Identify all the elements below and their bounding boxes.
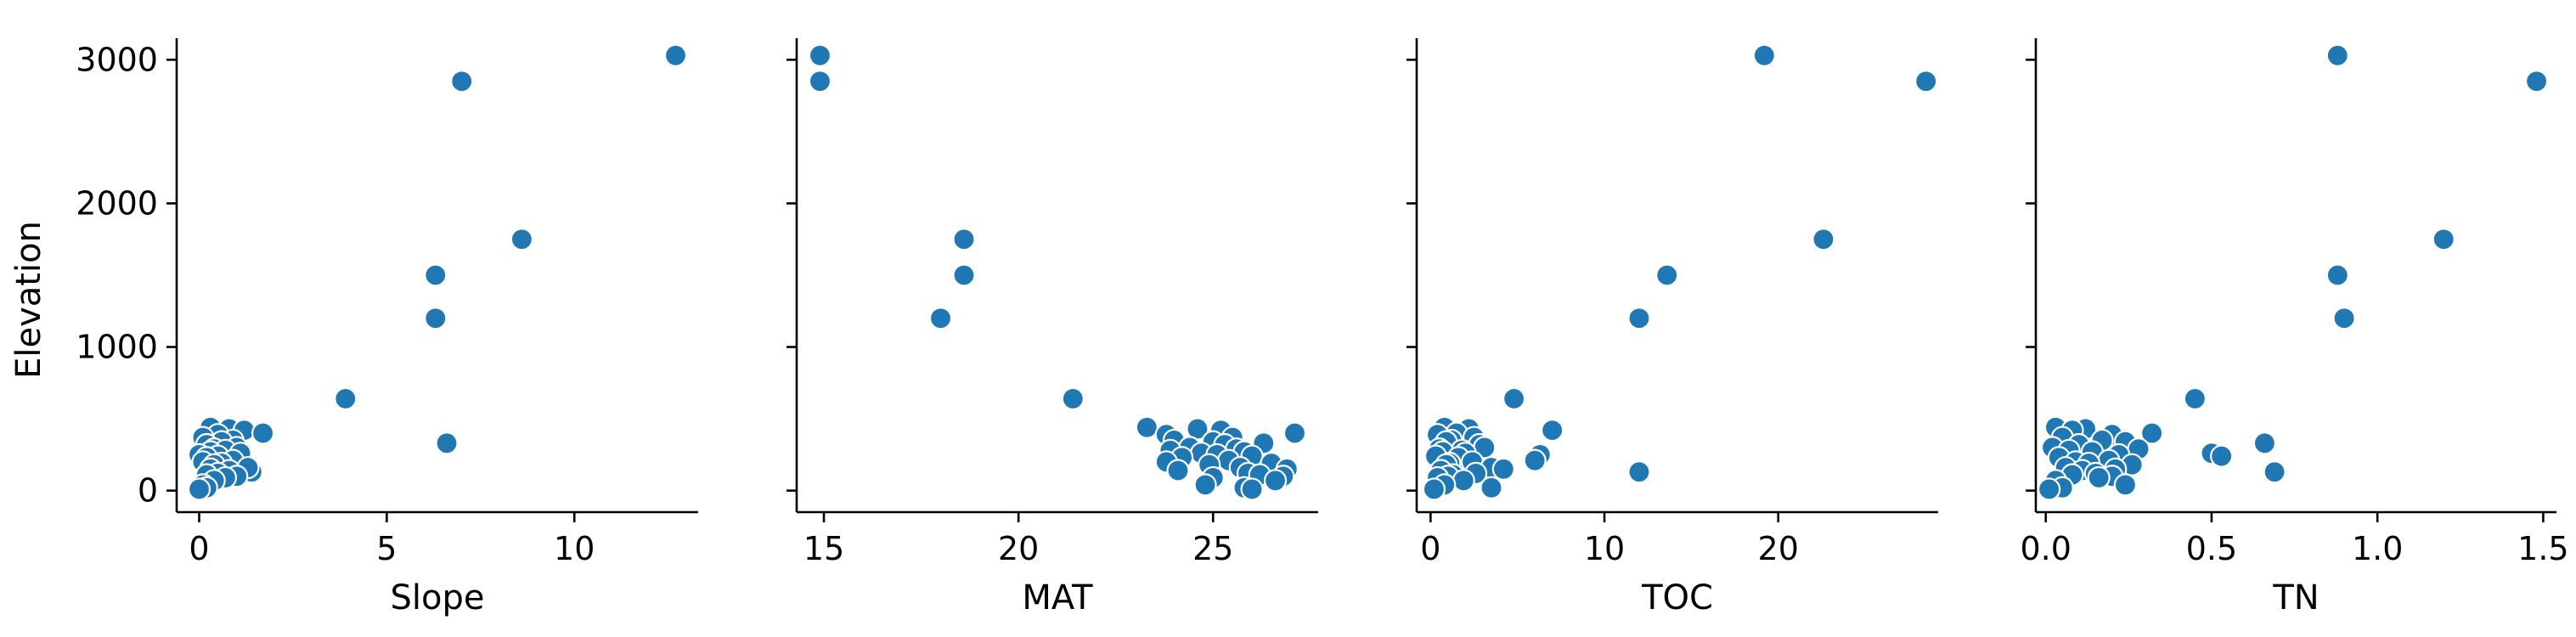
- data-point: [1502, 386, 1526, 411]
- data-point: [1627, 307, 1651, 330]
- data-point: [2432, 228, 2455, 251]
- data-point: [1061, 386, 1085, 411]
- y-axis-label: Elevation: [9, 221, 48, 379]
- y-tick-label: 3000: [76, 41, 158, 78]
- data-point: [510, 228, 533, 251]
- data-point: [663, 43, 688, 67]
- y-tick-label: 0: [138, 472, 158, 510]
- panel-tn: 0.0 0.5 1.0 1.5 TN: [2020, 38, 2569, 617]
- data-point: [1422, 477, 1446, 501]
- x-tick-label: 10: [554, 530, 595, 567]
- data-point: [1240, 477, 1264, 501]
- data-point: [2263, 460, 2286, 484]
- data-point: [1491, 457, 1515, 481]
- panel-toc: 0 10 20 TOC: [1406, 38, 1938, 617]
- data-point: [1914, 70, 1938, 93]
- panel-mat: 15 20 25 MAT: [786, 38, 1318, 617]
- scatter-points: [1422, 43, 1938, 501]
- x-tick-label: 0: [189, 530, 209, 567]
- x-tick-label: 0.5: [2186, 530, 2237, 567]
- data-point: [1193, 473, 1217, 497]
- data-point: [2332, 307, 2356, 330]
- data-point: [2325, 43, 2349, 67]
- data-point: [435, 431, 459, 455]
- data-point: [2210, 444, 2234, 468]
- x-tick-label: 5: [376, 530, 397, 567]
- scatter-points: [808, 43, 1307, 501]
- data-point: [251, 421, 275, 445]
- data-point: [928, 307, 953, 330]
- data-point: [1627, 460, 1651, 484]
- data-point: [2252, 431, 2277, 455]
- data-point: [2140, 421, 2164, 445]
- x-tick-label: 15: [803, 530, 844, 567]
- data-point: [1282, 421, 1307, 445]
- data-point: [808, 70, 832, 93]
- x-axis-label: Slope: [391, 578, 485, 617]
- x-tick-label: 25: [1192, 530, 1233, 567]
- data-point: [2325, 263, 2349, 287]
- x-tick-label: 20: [1758, 530, 1799, 567]
- data-point: [2113, 473, 2138, 497]
- scatter-points: [187, 43, 688, 501]
- data-point: [334, 386, 358, 411]
- data-point: [450, 70, 474, 93]
- data-point: [1166, 459, 1190, 482]
- data-point: [2038, 477, 2061, 501]
- data-point: [424, 263, 448, 287]
- x-tick-label: 1.5: [2517, 530, 2568, 567]
- panel-slope: 0 1000 2000 3000 0 5 10 Slope: [76, 38, 698, 617]
- data-point: [1451, 469, 1475, 493]
- data-point: [1480, 476, 1503, 499]
- data-point: [424, 307, 448, 330]
- data-point: [1263, 469, 1288, 493]
- x-tick-label: 10: [1584, 530, 1625, 567]
- data-point: [808, 43, 832, 67]
- data-point: [2524, 70, 2549, 93]
- data-point: [2183, 386, 2207, 411]
- x-tick-label: 0: [1420, 530, 1440, 567]
- data-point: [1752, 43, 1776, 67]
- y-tick-label: 2000: [76, 184, 158, 222]
- data-point: [187, 477, 211, 501]
- data-point: [1523, 448, 1547, 472]
- x-axis-label: MAT: [1022, 578, 1093, 617]
- data-point: [1541, 419, 1564, 443]
- x-axis-label: TN: [2272, 578, 2319, 617]
- x-tick-label: 20: [998, 530, 1039, 567]
- x-tick-label: 0.0: [2020, 530, 2071, 567]
- x-tick-label: 1.0: [2352, 530, 2403, 567]
- x-axis-label: TOC: [1641, 578, 1713, 617]
- scatter-points: [2038, 43, 2549, 501]
- data-point: [952, 263, 976, 287]
- data-point: [1655, 263, 1679, 287]
- data-point: [2087, 465, 2111, 490]
- y-tick-label: 1000: [76, 329, 158, 366]
- data-point: [952, 228, 976, 251]
- data-point: [1812, 228, 1835, 251]
- data-point: [1135, 415, 1158, 439]
